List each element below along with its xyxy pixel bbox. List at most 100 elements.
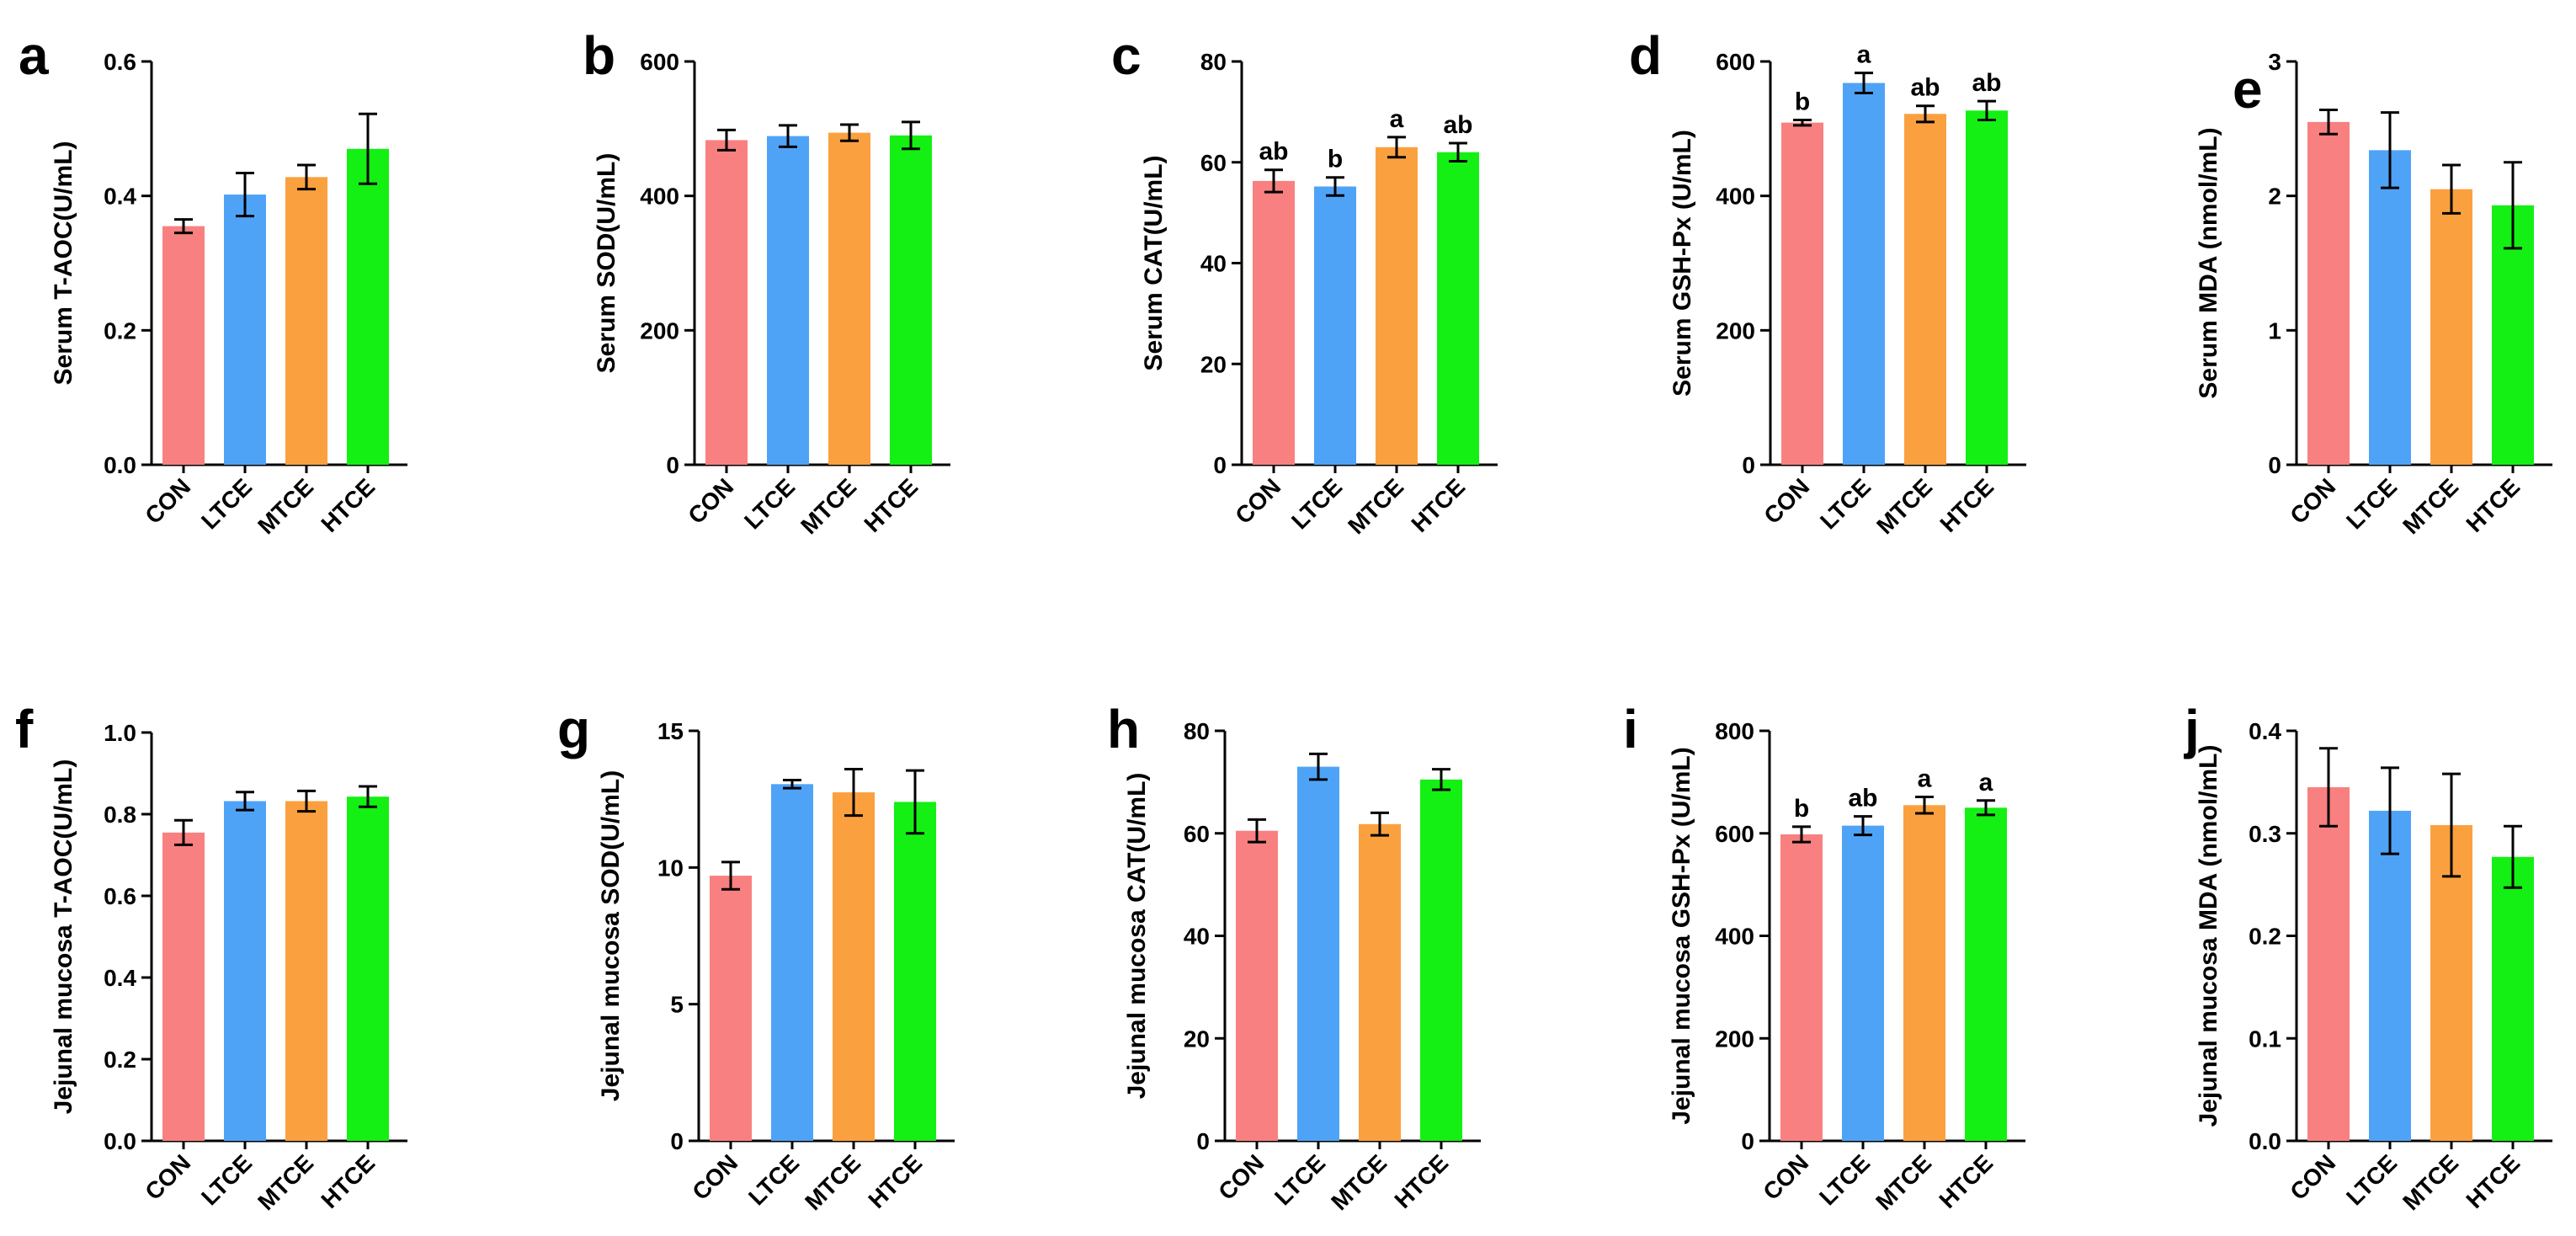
y-tick-label: 80 — [1184, 718, 1210, 744]
y-tick-label: 20 — [1200, 351, 1227, 377]
chart-panel-a: a Serum T-AOC(U/mL) 0.0 0.2 0.4 0.6 CON LTCEMTC… — [19, 25, 407, 539]
error-bar-mtce — [1916, 104, 1935, 124]
x-tick-label: CON — [140, 1149, 195, 1205]
y-tick-label: 400 — [1716, 184, 1755, 210]
error-bar-ltce — [779, 124, 797, 148]
y-tick-label: 0.2 — [2249, 924, 2281, 950]
x-tick-label: MTCE — [253, 473, 318, 539]
y-tick-label: 80 — [1200, 49, 1227, 75]
y-tick-label: 0 — [1742, 452, 1755, 478]
significance-label: ab — [1910, 74, 1940, 102]
y-tick-label: 0.1 — [2249, 1026, 2281, 1052]
bar-ltce — [1842, 825, 1884, 1141]
y-tick-label: 800 — [1715, 718, 1754, 744]
error-bar-ltce — [236, 172, 254, 218]
y-tick-label: 0.4 — [104, 965, 136, 991]
error-bar-con — [1793, 118, 1812, 127]
error-bar-con — [717, 128, 736, 152]
bar-mtce — [285, 801, 327, 1141]
x-tick-label: LTCE — [1815, 473, 1876, 534]
y-tick-label: 0.6 — [104, 49, 136, 75]
bar-mtce — [285, 177, 327, 465]
y-axis-label: Jejunal mucosa SOD(U/mL) — [597, 770, 625, 1101]
x-tick-label: HTCE — [2461, 473, 2525, 537]
bar-con — [710, 876, 752, 1141]
x-tick-label: HTCE — [316, 1149, 380, 1213]
error-bar-htce — [1977, 799, 1995, 817]
error-bar-mtce — [1387, 136, 1406, 159]
y-tick-label: 5 — [670, 992, 684, 1018]
bar-htce — [347, 148, 389, 466]
y-tick-label: 0.0 — [104, 452, 136, 478]
error-bar-htce — [1977, 99, 1996, 121]
x-tick-label: LTCE — [743, 1149, 804, 1210]
error-bar-mtce — [844, 767, 863, 818]
bar-mtce — [833, 792, 875, 1141]
error-bar-htce — [1432, 768, 1450, 791]
y-tick-label: 200 — [1715, 1026, 1754, 1052]
x-tick-label: CON — [140, 473, 195, 529]
x-tick-label: CON — [2285, 473, 2340, 529]
y-tick-label: 15 — [657, 718, 684, 744]
x-tick-label: MTCE — [1871, 1149, 1936, 1215]
significance-label: b — [1328, 146, 1343, 173]
bar-con — [705, 140, 748, 465]
x-tick-label: LTCE — [196, 1149, 257, 1210]
error-bar-con — [1264, 168, 1283, 194]
significance-label: a — [1979, 769, 1993, 796]
y-axis-label: Jejunal mucosa CAT(U/mL) — [1123, 773, 1151, 1100]
y-tick-label: 0.0 — [104, 1128, 136, 1154]
y-tick-label: 60 — [1184, 821, 1210, 847]
error-bar-ltce — [236, 791, 254, 812]
error-bar-htce — [2504, 824, 2522, 889]
significance-label: a — [1857, 41, 1871, 69]
y-tick-label: 2 — [2268, 184, 2281, 210]
error-bar-con — [174, 218, 193, 235]
bar-mtce — [1376, 147, 1418, 465]
x-tick-label: LTCE — [2341, 473, 2402, 534]
significance-label: ab — [1259, 138, 1288, 166]
x-tick-label: LTCE — [196, 473, 257, 534]
x-tick-label: MTCE — [1343, 473, 1408, 539]
bar-htce — [890, 135, 932, 466]
y-axis-label: Jejunal mucosa MDA (nmol/mL) — [2195, 745, 2222, 1127]
x-tick-label: LTCE — [2341, 1149, 2402, 1210]
x-tick-label: CON — [687, 1149, 742, 1205]
x-tick-label: MTCE — [796, 473, 861, 539]
y-tick-label: 0.0 — [2249, 1128, 2281, 1154]
significance-label: a — [1918, 765, 1932, 793]
y-tick-label: 60 — [1200, 150, 1227, 176]
error-bar-con — [174, 818, 193, 846]
y-axis-label: Jejunal mucosa GSH-Px (U/mL) — [1668, 747, 1695, 1124]
y-tick-label: 200 — [1716, 317, 1755, 344]
error-bar-ltce — [1855, 72, 1873, 95]
x-tick-label: CON — [1213, 1149, 1269, 1205]
error-bar-mtce — [297, 163, 316, 191]
y-axis-label: Jejunal mucosa T-AOC(U/mL) — [50, 759, 77, 1115]
bar-con — [1253, 180, 1295, 465]
panel-letter: d — [1629, 25, 1662, 86]
bar-ltce — [767, 136, 809, 466]
bar-mtce — [1903, 805, 1945, 1141]
x-tick-label: MTCE — [253, 1149, 318, 1215]
error-bar-con — [1792, 825, 1811, 844]
x-tick-label: MTCE — [1871, 473, 1937, 539]
y-tick-label: 400 — [1715, 924, 1754, 950]
panel-letter: j — [2184, 699, 2200, 759]
bar-con — [1780, 834, 1823, 1141]
error-bar-con — [721, 860, 740, 891]
significance-label: b — [1794, 795, 1809, 823]
error-bar-ltce — [2381, 111, 2399, 189]
y-tick-label: 40 — [1200, 251, 1227, 277]
bar-con — [2307, 786, 2350, 1141]
y-tick-label: 600 — [1715, 821, 1754, 847]
bar-htce — [1966, 110, 2008, 466]
y-tick-label: 0.2 — [104, 1047, 136, 1073]
y-axis-label: Serum GSH-Px (U/mL) — [1669, 130, 1696, 397]
chart-panel-f: f Jejunal mucosa T-AOC(U/mL) 0.0 0.2 0.4 0.6 0… — [15, 699, 407, 1215]
y-tick-label: 0.2 — [104, 317, 136, 344]
bar-ltce — [1297, 766, 1339, 1141]
y-tick-label: 20 — [1184, 1026, 1210, 1052]
